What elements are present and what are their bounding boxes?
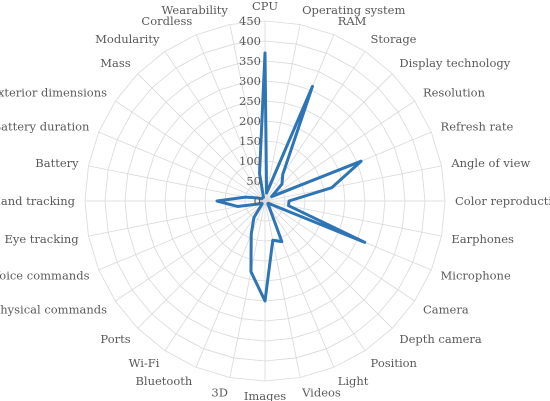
tick-label: 150 (239, 134, 261, 148)
category-label: RAM (338, 14, 367, 28)
category-label: Operating system (302, 3, 405, 17)
spoke-line (264, 200, 366, 351)
category-label: Color reproduction (455, 194, 550, 208)
radar-series (215, 51, 367, 303)
category-label: Position (371, 356, 418, 370)
category-label: Depth camera (399, 332, 482, 346)
spoke-line (115, 200, 266, 302)
category-label: Ports (100, 332, 130, 346)
spoke-line (164, 51, 266, 202)
tick-label: 250 (239, 94, 261, 108)
tick-label: 0 (254, 194, 261, 208)
spoke-line (98, 200, 266, 271)
category-label: Battery (35, 156, 79, 170)
category-label: Resolution (423, 86, 486, 100)
category-label: Storage (371, 32, 417, 46)
category-label: Light (338, 374, 369, 388)
spoke-line (229, 200, 266, 378)
tick-label: 350 (239, 54, 261, 68)
spoke-line (137, 200, 266, 329)
category-label: Display technology (399, 56, 510, 70)
category-label: Eye tracking (4, 232, 79, 246)
spoke-line (264, 200, 393, 329)
spoke-line (164, 200, 266, 351)
category-label: CPU (252, 0, 278, 13)
category-label: Exterior dimensions (0, 86, 107, 100)
category-label: Mass (100, 56, 131, 70)
spoke-line (195, 200, 266, 368)
category-label: Camera (423, 302, 469, 316)
category-label: Wearability (162, 3, 229, 17)
category-label: Hand tracking (0, 194, 76, 208)
spoke-line (264, 100, 415, 202)
spoke-line (115, 100, 266, 202)
spoke-line (195, 34, 266, 202)
tick-label: 200 (239, 114, 261, 128)
category-label: Wi-Fi (129, 356, 160, 370)
category-label: Images (244, 389, 286, 401)
tick-label: 300 (239, 74, 261, 88)
category-label: Angle of view (450, 156, 530, 170)
category-label: Battery duration (0, 119, 90, 133)
category-label: 3D (211, 385, 228, 399)
category-label: Videos (301, 385, 341, 399)
spoke-line (264, 24, 301, 202)
spoke-line (264, 73, 393, 202)
radial-axis-ticks: 0 50 100 150 200 250 300 350 400 450 (239, 14, 261, 208)
spoke-line (264, 200, 301, 378)
category-label: Physical commands (0, 302, 107, 316)
spoke-line (264, 200, 415, 302)
spoke-line (88, 165, 266, 202)
tick-label: 450 (239, 14, 261, 28)
series-line-0 (215, 51, 367, 303)
category-label: Voice commands (0, 269, 90, 283)
spoke-line (137, 73, 266, 202)
category-label: Refresh rate (441, 119, 514, 133)
spoke-line (264, 165, 442, 202)
tick-label: 50 (246, 174, 261, 188)
category-label: Earphones (451, 232, 514, 246)
category-label: Bluetooth (135, 374, 192, 388)
spoke-line (98, 131, 266, 202)
tick-label: 100 (239, 154, 261, 168)
tick-label: 400 (239, 34, 261, 48)
category-label: Cordless (141, 14, 192, 28)
category-label: Modularity (95, 32, 160, 46)
category-label: Microphone (441, 269, 511, 283)
